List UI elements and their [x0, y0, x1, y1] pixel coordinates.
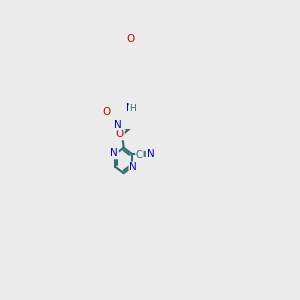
Text: O: O: [102, 107, 110, 117]
Text: N: N: [110, 148, 118, 158]
Text: O: O: [126, 34, 134, 44]
Text: N: N: [114, 120, 122, 130]
Text: O: O: [116, 129, 124, 140]
Text: C: C: [136, 150, 143, 161]
Text: N: N: [129, 163, 137, 172]
Text: H: H: [129, 103, 136, 112]
Text: N: N: [147, 149, 154, 159]
Text: N: N: [126, 103, 134, 113]
